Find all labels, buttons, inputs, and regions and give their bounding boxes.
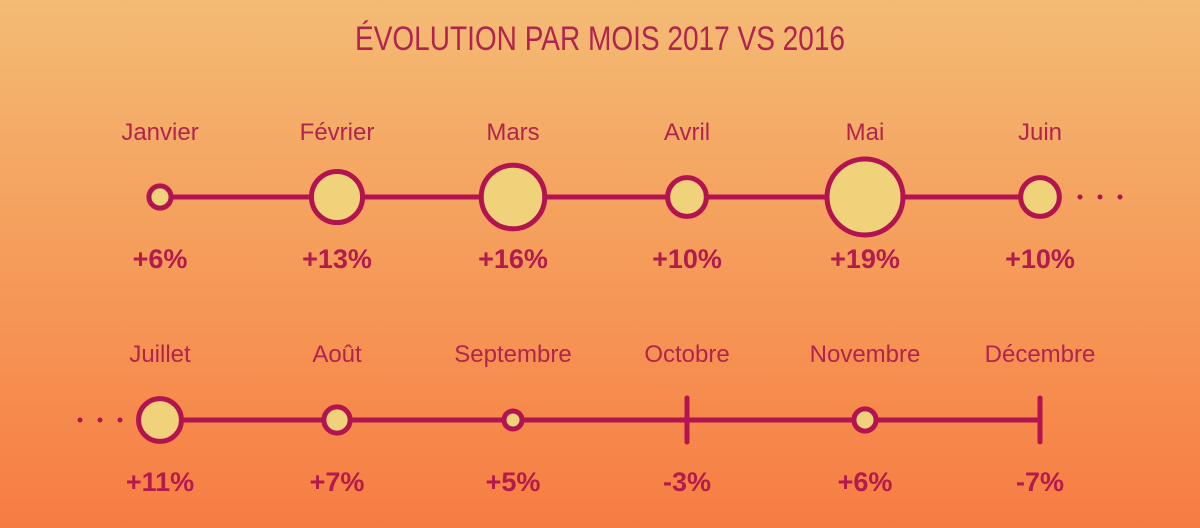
continuation-dot [1117, 194, 1123, 200]
month-value: +5% [486, 467, 541, 497]
month-label: Juillet [129, 341, 191, 368]
month-bubble [136, 396, 184, 444]
month-value: +19% [830, 244, 900, 274]
continuation-dot [1077, 194, 1083, 200]
month-bubble [321, 404, 353, 436]
month-value: -7% [1016, 467, 1064, 497]
month-bubble [824, 156, 906, 238]
timeline-rows: Janvier +6% Février +13% Mars +16% Avril +10% Ma… [77, 119, 1123, 497]
month-label: Septembre [454, 341, 571, 368]
month-value: +11% [126, 467, 194, 497]
month-value: +13% [302, 244, 372, 274]
month-label: Août [312, 341, 362, 368]
month-label: Juin [1018, 119, 1062, 146]
month-bubble [308, 168, 366, 226]
month-value: +10% [1005, 244, 1075, 274]
month-bubble [665, 175, 709, 219]
month-value: +7% [310, 467, 365, 497]
month-bubble [501, 408, 525, 432]
month-label: Avril [664, 119, 710, 146]
month-value: +6% [133, 244, 188, 274]
month-label: Février [300, 119, 375, 146]
month-label: Mars [486, 119, 539, 146]
continuation-dot [1097, 194, 1103, 200]
continuation-dot [97, 417, 103, 423]
month-value: +16% [478, 244, 548, 274]
month-label: Décembre [985, 341, 1096, 368]
month-bubble [1018, 175, 1062, 219]
chart-title: ÉVOLUTION PAR MOIS 2017 VS 2016 [355, 20, 845, 58]
month-value: +10% [652, 244, 722, 274]
month-label: Octobre [644, 341, 729, 368]
month-label: Mai [846, 119, 885, 146]
month-bubble [851, 406, 879, 434]
month-label: Janvier [121, 119, 198, 146]
month-value: +6% [838, 467, 893, 497]
continuation-dot [117, 417, 123, 423]
month-bubble [478, 162, 548, 232]
continuation-dot [77, 417, 83, 423]
month-value: -3% [663, 467, 711, 497]
month-label: Novembre [810, 341, 921, 368]
month-bubble [146, 183, 174, 211]
